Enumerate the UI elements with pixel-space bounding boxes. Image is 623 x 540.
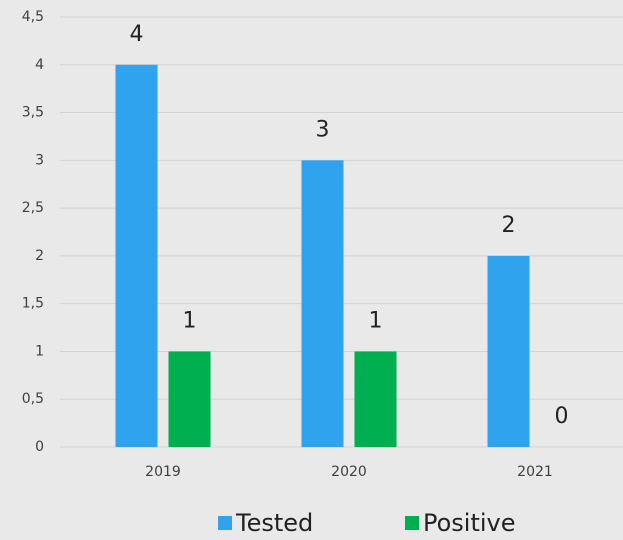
- legend-swatch: [405, 516, 419, 530]
- y-tick-label: 0: [35, 439, 44, 455]
- x-tick-label: 2021: [517, 464, 553, 480]
- data-label: 3: [316, 117, 330, 142]
- bar: [487, 255, 530, 447]
- legend-label: Tested: [235, 509, 313, 537]
- x-tick-label: 2020: [331, 464, 367, 480]
- data-label: 1: [369, 308, 383, 333]
- bar: [115, 64, 158, 448]
- y-tick-label: 0,5: [22, 391, 44, 407]
- bar: [168, 351, 211, 447]
- y-tick-label: 4,5: [22, 9, 44, 25]
- y-tick-label: 2,5: [22, 200, 44, 216]
- y-tick-label: 4: [35, 57, 44, 73]
- legend-label: Positive: [423, 509, 516, 537]
- y-tick-label: 1: [35, 343, 44, 359]
- y-tick-label: 2: [35, 248, 44, 264]
- data-label: 4: [130, 22, 144, 47]
- data-label: 0: [555, 404, 569, 429]
- y-tick-label: 3,5: [22, 105, 44, 121]
- bar: [354, 351, 397, 447]
- data-label: 2: [502, 213, 516, 238]
- legend-swatch: [218, 516, 232, 530]
- y-tick-label: 1,5: [22, 296, 44, 312]
- y-tick-label: 3: [35, 152, 44, 168]
- data-label: 1: [183, 308, 197, 333]
- x-tick-label: 2019: [145, 464, 181, 480]
- bar: [301, 160, 344, 448]
